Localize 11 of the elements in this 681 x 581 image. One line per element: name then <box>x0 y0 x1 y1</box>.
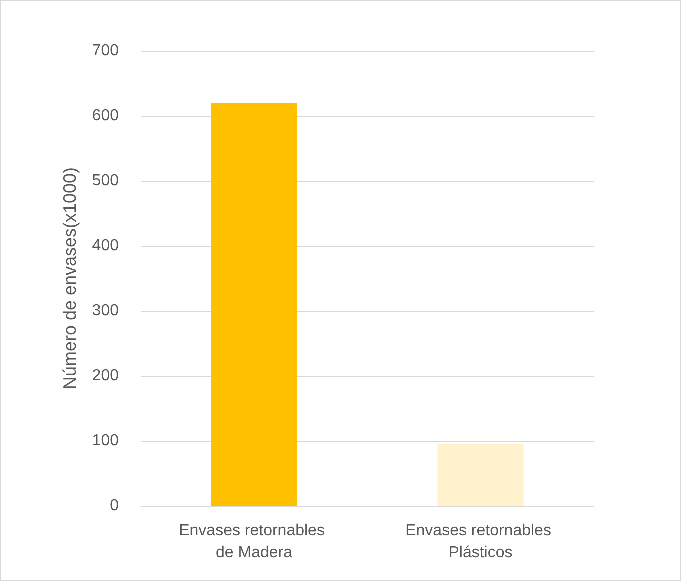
y-tick-label: 600 <box>92 108 120 124</box>
y-tick-label: 300 <box>92 302 120 320</box>
x-tick-label: Envases retornables de Madera <box>179 522 330 562</box>
y-tick-label: 400 <box>92 238 120 254</box>
y-tick-label: 100 <box>92 432 120 450</box>
y-tick-label: 0 <box>110 498 120 514</box>
y-tick-label: 500 <box>92 172 120 190</box>
x-tick-label: Envases retornables Plásticos <box>406 522 556 562</box>
y-tick-label: 200 <box>92 368 120 384</box>
y-axis-title: Número de envases(x1000) <box>60 167 80 390</box>
y-tick-label: 700 <box>92 42 120 60</box>
